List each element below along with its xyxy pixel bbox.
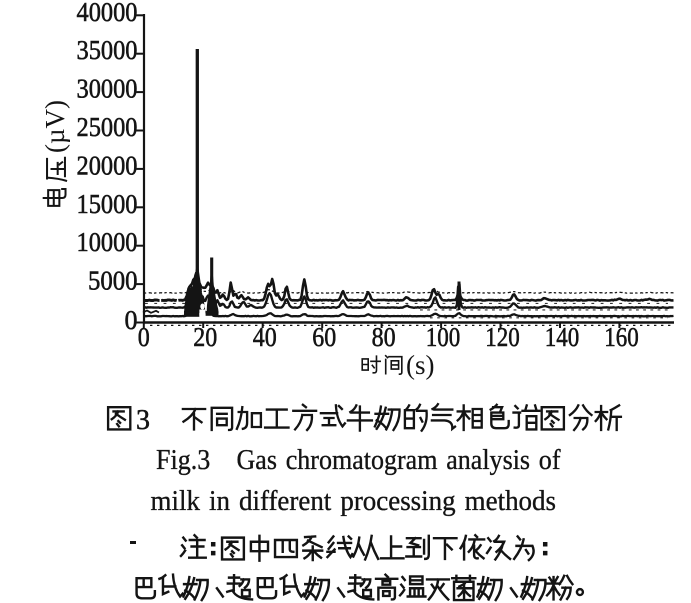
svg-text:3: 3 [136,405,150,436]
svg-text:15000: 15000 [77,188,138,219]
svg-text:40: 40 [253,321,277,352]
svg-text:10000: 10000 [77,226,138,257]
svg-text:(µV): (µV) [40,100,70,153]
svg-text:100: 100 [426,321,461,352]
svg-text:25000: 25000 [77,111,138,142]
svg-text:0: 0 [125,304,138,335]
svg-text:5000: 5000 [88,265,138,296]
svg-text:120: 120 [485,321,520,352]
svg-text:60: 60 [312,321,336,352]
svg-text:30000: 30000 [77,73,138,104]
svg-text:80: 80 [372,321,396,352]
svg-text:20000: 20000 [77,149,138,180]
svg-text:140: 140 [545,321,580,352]
svg-text:Fig.3 Gas chromatogram analy: Fig.3 Gas chromatogram analysis of [156,444,561,476]
svg-text:20: 20 [193,321,217,352]
svg-text:40000: 40000 [77,0,138,27]
svg-text:160: 160 [604,321,639,352]
svg-text:(s): (s) [406,350,435,380]
svg-text:milk in different processing m: milk in different processing methods [151,485,557,517]
svg-text:0: 0 [138,321,150,352]
svg-text:35000: 35000 [77,34,138,65]
